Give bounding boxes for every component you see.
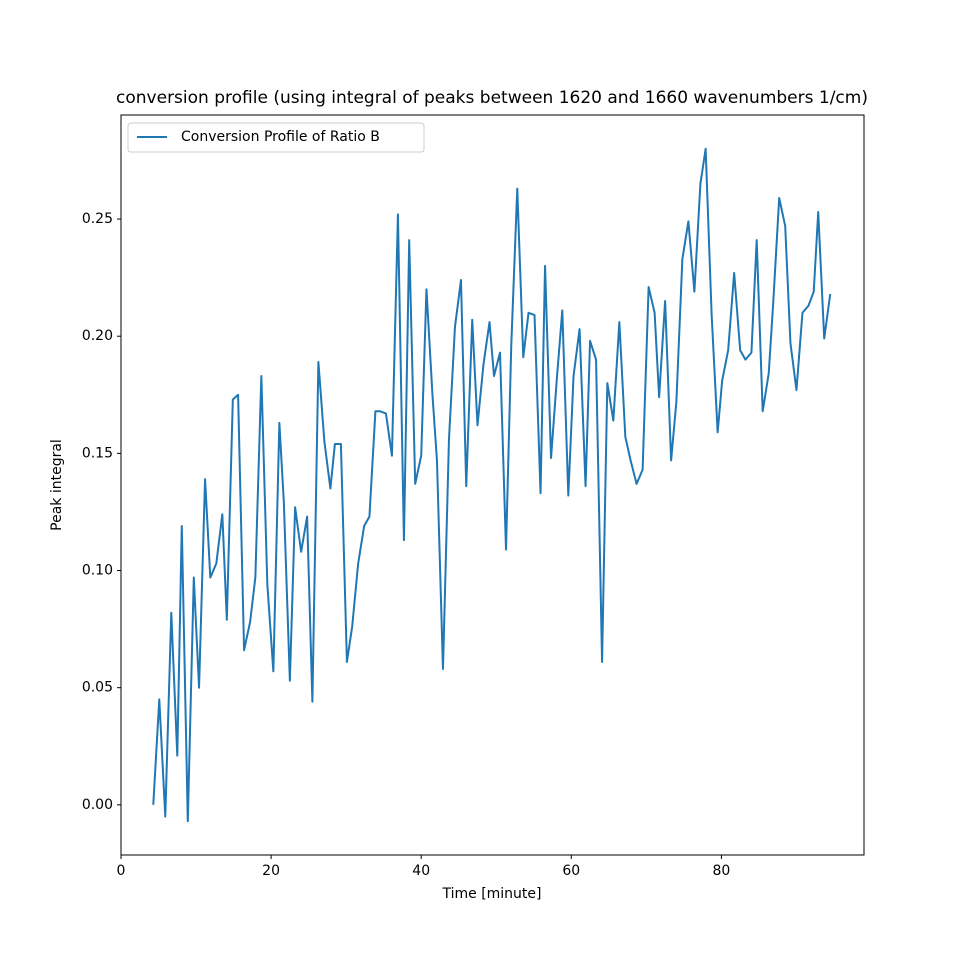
chart-title: conversion profile (using integral of pe… [116,88,868,108]
x-tick-label: 20 [262,863,280,879]
y-tick-label: 0.15 [82,445,113,461]
y-tick-label: 0.25 [82,211,113,227]
legend-label: Conversion Profile of Ratio B [181,129,380,145]
data-line [152,147,832,823]
x-axis-label: Time [minute] [441,886,541,902]
y-tick-label: 0.10 [82,563,113,579]
x-tick-label: 80 [712,863,730,879]
legend-box [127,122,425,153]
plot-frame [120,114,865,856]
x-tick-label: 0 [117,863,126,879]
x-tick-label: 40 [412,863,430,879]
y-axis-label: Peak integral [49,439,65,531]
y-tick-label: 0.20 [82,328,113,344]
y-tick-label: 0.05 [82,680,113,696]
x-tick-label: 60 [562,863,580,879]
y-tick-label: 0.00 [82,797,113,813]
